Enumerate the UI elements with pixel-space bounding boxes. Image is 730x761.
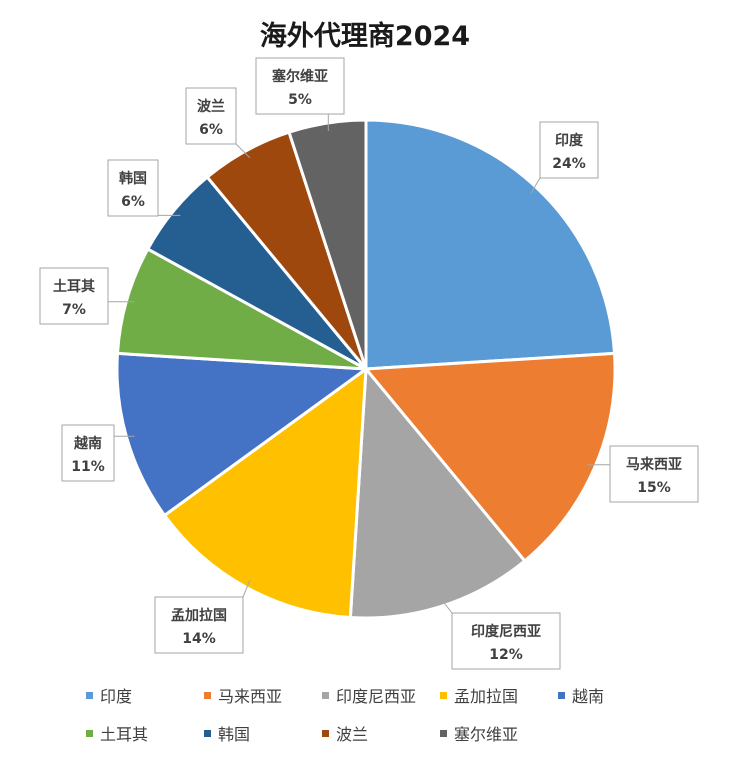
legend-swatch [204, 729, 211, 737]
legend-swatch [322, 691, 329, 699]
legend-swatch [440, 729, 447, 737]
legend-item-5: 越南 [558, 683, 676, 707]
pie-chart: 印度 24% 马来西亚 15% 印度尼西亚 12% 孟加拉国 14% 越南 11% 土耳其 7% 韩国 6… [39, 57, 699, 670]
data-label-percent-8: 6% [199, 122, 223, 138]
legend-label: 越南 [572, 687, 605, 706]
callout-box-4 [154, 596, 244, 654]
legend-item-2: 马来西亚 [204, 683, 322, 707]
legend-item-8: 波兰 [322, 721, 440, 745]
pie-slice-2 [364, 351, 617, 563]
callout-box-8 [185, 87, 237, 145]
legend-item-9: 塞尔维亚 [440, 721, 558, 745]
data-label-percent-4: 14% [182, 631, 216, 647]
legend-item-6: 土耳其 [86, 721, 204, 745]
data-label-category-8: 波兰 [197, 98, 225, 115]
data-label-percent-9: 5% [288, 92, 312, 108]
callout-leader-line-3 [440, 597, 453, 614]
legend-label: 马来西亚 [218, 687, 283, 706]
legend-label: 波兰 [336, 725, 369, 744]
callout-box-2 [609, 445, 699, 503]
data-label-category-2: 马来西亚 [626, 457, 682, 473]
pie-slice-5 [115, 351, 368, 517]
pie-slice-3 [348, 367, 527, 620]
pie-slices [115, 118, 617, 620]
pie-slice-6 [115, 247, 368, 371]
legend-label: 土耳其 [100, 725, 149, 744]
pie-slice-4 [163, 367, 368, 620]
callout-box-7 [107, 159, 159, 217]
legend: 印度 马来西亚 印度尼西亚 孟加拉国 越南土耳其 韩国 波兰 塞尔维亚 [86, 683, 686, 745]
callout-leader-line-1 [530, 177, 541, 194]
legend-item-7: 韩国 [204, 721, 322, 745]
pie-slice-9 [287, 118, 368, 371]
data-label-percent-6: 7% [62, 302, 86, 318]
data-label-callouts: 印度 24% 马来西亚 15% 印度尼西亚 12% 孟加拉国 14% 越南 11% 土耳其 7% 韩国 6… [39, 57, 699, 670]
legend-swatch [86, 691, 93, 699]
legend-label: 塞尔维亚 [454, 725, 519, 744]
callout-leader-line-4 [242, 580, 251, 598]
data-label-percent-5: 11% [71, 459, 105, 475]
legend-label: 印度 [100, 687, 133, 706]
legend-swatch [558, 691, 565, 699]
legend-label: 韩国 [218, 725, 251, 744]
legend-item-1: 印度 [86, 683, 204, 707]
data-label-category-7: 韩国 [119, 170, 147, 187]
legend-swatch [86, 729, 93, 737]
data-label-percent-3: 12% [489, 647, 523, 663]
callout-box-9 [255, 57, 345, 115]
legend-swatch [440, 691, 447, 699]
pie-slice-1 [364, 118, 617, 371]
callout-box-3 [451, 612, 561, 670]
data-label-percent-7: 6% [121, 194, 145, 210]
data-label-category-9: 塞尔维亚 [272, 68, 328, 85]
data-label-category-1: 印度 [555, 132, 584, 149]
data-label-percent-2: 15% [637, 480, 671, 496]
chart-title: 海外代理商2024 [259, 21, 471, 52]
legend-swatch [204, 691, 211, 699]
callout-box-5 [61, 424, 115, 482]
data-label-category-4: 孟加拉国 [171, 607, 227, 624]
callout-leader-line-8 [235, 143, 251, 159]
callout-box-1 [539, 121, 599, 179]
data-label-category-3: 印度尼西亚 [471, 623, 541, 640]
legend-item-4: 孟加拉国 [440, 683, 558, 707]
legend-label: 孟加拉国 [454, 687, 519, 706]
legend-item-3: 印度尼西亚 [322, 683, 440, 707]
callout-box-6 [39, 267, 109, 325]
legend-label: 印度尼西亚 [336, 687, 417, 706]
data-label-category-6: 土耳其 [53, 278, 95, 295]
legend-swatch [322, 729, 329, 737]
data-label-category-5: 越南 [73, 435, 102, 452]
data-label-percent-1: 24% [552, 156, 586, 172]
